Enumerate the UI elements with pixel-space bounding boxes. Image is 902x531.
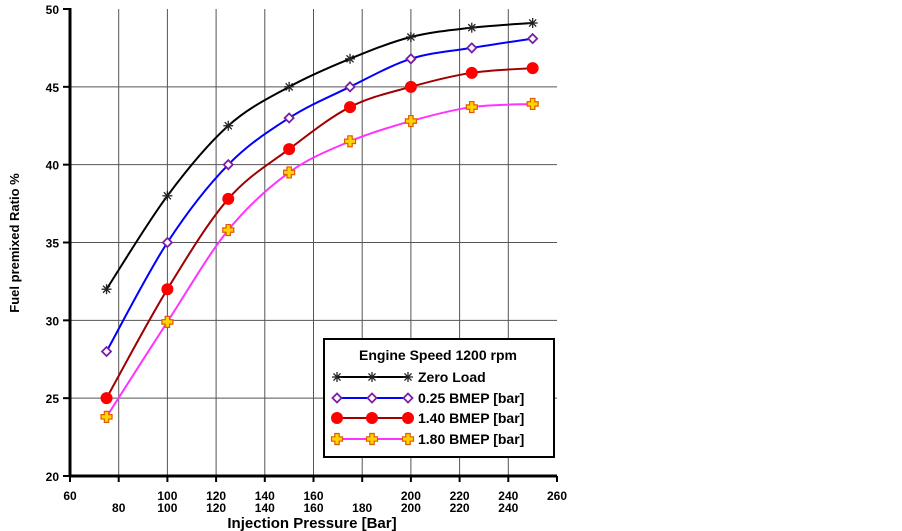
- circle-marker: [526, 62, 539, 75]
- diamond-marker: [344, 81, 356, 93]
- y-axis-title: Fuel premixed Ratio %: [7, 173, 22, 313]
- diamond-marker: [283, 112, 295, 124]
- axes: [63, 8, 558, 482]
- x-tick-label: 100: [157, 501, 177, 515]
- cross-square-marker: [222, 223, 235, 237]
- y-tick-label: 20: [46, 470, 60, 484]
- circle-marker: [404, 80, 417, 93]
- legend-entry: 1.80 BMEP [bar]: [330, 431, 524, 447]
- cross-square-marker: [465, 100, 478, 114]
- circle-marker: [366, 412, 378, 424]
- asterisk-marker: [403, 372, 413, 382]
- x-tick-label: 100: [157, 489, 177, 503]
- diamond-marker: [100, 345, 113, 358]
- legend: Engine Speed 1200 rpm Zero Load 0.25 BMEP…: [323, 338, 555, 458]
- circle-marker: [161, 283, 174, 296]
- circle-marker: [100, 392, 113, 405]
- circle-marker: [283, 143, 296, 156]
- x-tick-label: 140: [255, 489, 275, 503]
- x-tick-label: 220: [450, 501, 470, 515]
- cross-square-marker: [330, 432, 344, 446]
- legend-label: 0.25 BMEP [bar]: [418, 390, 524, 406]
- tick-labels: 20 25 30 35 40 45 50 60 100 120 140 160 200 220 240 260…: [46, 3, 568, 515]
- asterisk-marker: [223, 120, 234, 131]
- asterisk-marker: [284, 81, 295, 92]
- x-tick-label: 120: [206, 501, 226, 515]
- legend-label: 1.40 BMEP [bar]: [418, 410, 524, 426]
- x-axis-title: Injection Pressure [Bar]: [227, 515, 396, 531]
- circle-marker: [465, 66, 478, 79]
- series-2: [100, 62, 539, 405]
- diamond-marker: [222, 158, 235, 171]
- x-tick-label: 180: [352, 501, 372, 515]
- cross-square-marker: [161, 315, 174, 328]
- diamond-marker: [405, 53, 417, 65]
- diamond-marker: [402, 392, 414, 404]
- y-tick-label: 45: [46, 81, 60, 95]
- x-tick-label: 160: [303, 489, 323, 503]
- series-3: [100, 97, 539, 423]
- x-tick-label: 260: [547, 489, 567, 503]
- asterisk-marker: [162, 190, 173, 201]
- cross-square-marker: [404, 114, 417, 128]
- y-tick-label: 30: [46, 314, 60, 328]
- series-1: [100, 32, 539, 358]
- y-tick-label: 35: [46, 237, 60, 251]
- circle-marker: [402, 412, 414, 424]
- x-tick-label: 200: [401, 501, 421, 515]
- legend-label: Zero Load: [418, 369, 486, 385]
- diamond-marker: [526, 32, 539, 45]
- series-0: [101, 18, 538, 295]
- diamond-marker: [366, 392, 378, 404]
- y-tick-label: 50: [46, 3, 60, 17]
- diamond-marker: [466, 42, 478, 54]
- series-line: [105, 37, 533, 352]
- circle-marker: [331, 412, 343, 424]
- diamond-marker: [331, 392, 343, 404]
- x-tick-label: 240: [498, 501, 518, 515]
- asterisk-marker: [466, 22, 477, 33]
- circle-marker: [344, 101, 357, 114]
- x-tick-label: 200: [401, 489, 421, 503]
- x-tick-label: 120: [206, 489, 226, 503]
- x-tick-label: 60: [63, 489, 77, 503]
- legend-entry: 1.40 BMEP [bar]: [331, 410, 524, 426]
- cross-square-marker: [343, 135, 357, 148]
- legend-label: 1.80 BMEP [bar]: [418, 431, 524, 447]
- asterisk-marker: [527, 18, 538, 29]
- legend-entry: 0.25 BMEP [bar]: [331, 390, 524, 406]
- series-layer: [100, 18, 539, 423]
- x-tick-label: 220: [450, 489, 470, 503]
- x-tick-label: 160: [303, 501, 323, 515]
- legend-entry: Zero Load: [332, 369, 486, 385]
- y-tick-label: 40: [46, 159, 60, 173]
- asterisk-marker: [332, 372, 342, 382]
- y-tick-label: 25: [46, 392, 60, 406]
- asterisk-marker: [367, 372, 377, 382]
- x-tick-label: 140: [255, 501, 275, 515]
- circle-marker: [222, 192, 235, 205]
- cross-square-marker: [365, 432, 379, 446]
- asterisk-marker: [405, 32, 416, 43]
- cross-square-marker: [100, 410, 113, 423]
- diamond-marker: [161, 236, 174, 249]
- legend-title: Engine Speed 1200 rpm: [359, 347, 517, 363]
- cross-square-marker: [526, 97, 539, 111]
- cross-square-marker: [283, 166, 296, 179]
- series-line: [105, 22, 533, 290]
- asterisk-marker: [345, 53, 356, 64]
- x-tick-label: 80: [112, 501, 126, 515]
- x-tick-label: 240: [498, 489, 518, 503]
- cross-square-marker: [401, 432, 415, 446]
- asterisk-marker: [101, 284, 112, 295]
- grid: [70, 9, 557, 476]
